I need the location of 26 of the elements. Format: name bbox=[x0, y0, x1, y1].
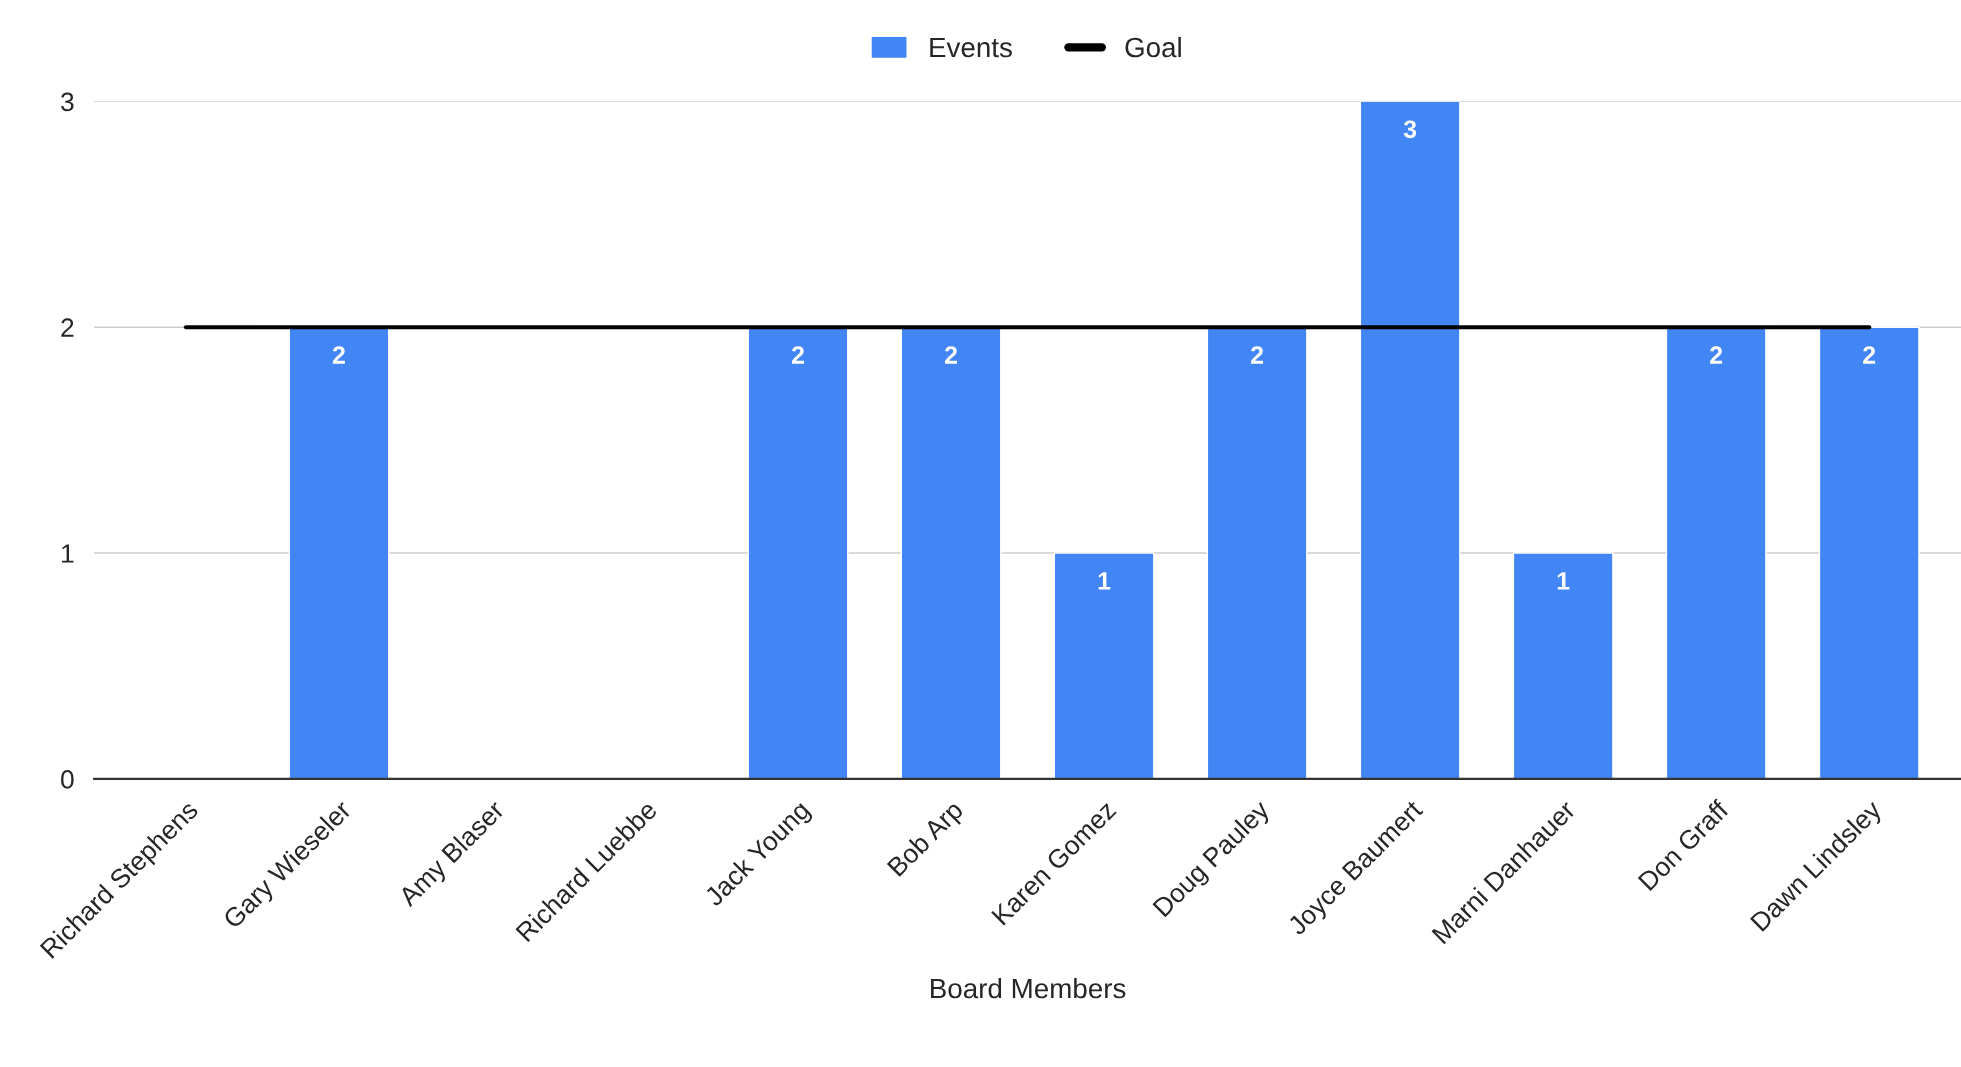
data-label: 1 bbox=[1098, 572, 1111, 590]
data-label: 3 bbox=[1403, 120, 1417, 139]
bar bbox=[288, 326, 390, 779]
data-label: 2 bbox=[1710, 346, 1723, 364]
legend-label: Events bbox=[930, 37, 1012, 58]
x-tick-label: Bob Arp bbox=[886, 799, 968, 881]
y-tick-label: 3 bbox=[61, 92, 74, 112]
x-axis-title: Board Members bbox=[931, 977, 1126, 999]
bar bbox=[1665, 326, 1767, 779]
bar bbox=[1359, 101, 1461, 779]
y-tick-label: 2 bbox=[61, 318, 74, 337]
bar bbox=[747, 326, 849, 779]
y-tick-label: 1 bbox=[62, 544, 74, 563]
bar bbox=[1512, 552, 1614, 779]
data-label: 2 bbox=[1251, 346, 1264, 364]
bar bbox=[1818, 326, 1920, 779]
legend-label: Goal bbox=[1125, 36, 1181, 58]
bar bbox=[1053, 552, 1155, 779]
data-label: 2 bbox=[791, 346, 804, 364]
data-label: 2 bbox=[944, 346, 957, 364]
y-tick-label: 0 bbox=[61, 770, 74, 789]
data-label: 2 bbox=[332, 346, 345, 364]
bar bbox=[1206, 326, 1308, 779]
bar bbox=[900, 326, 1002, 779]
data-label: 2 bbox=[1863, 346, 1876, 364]
data-label: 1 bbox=[1557, 572, 1570, 590]
